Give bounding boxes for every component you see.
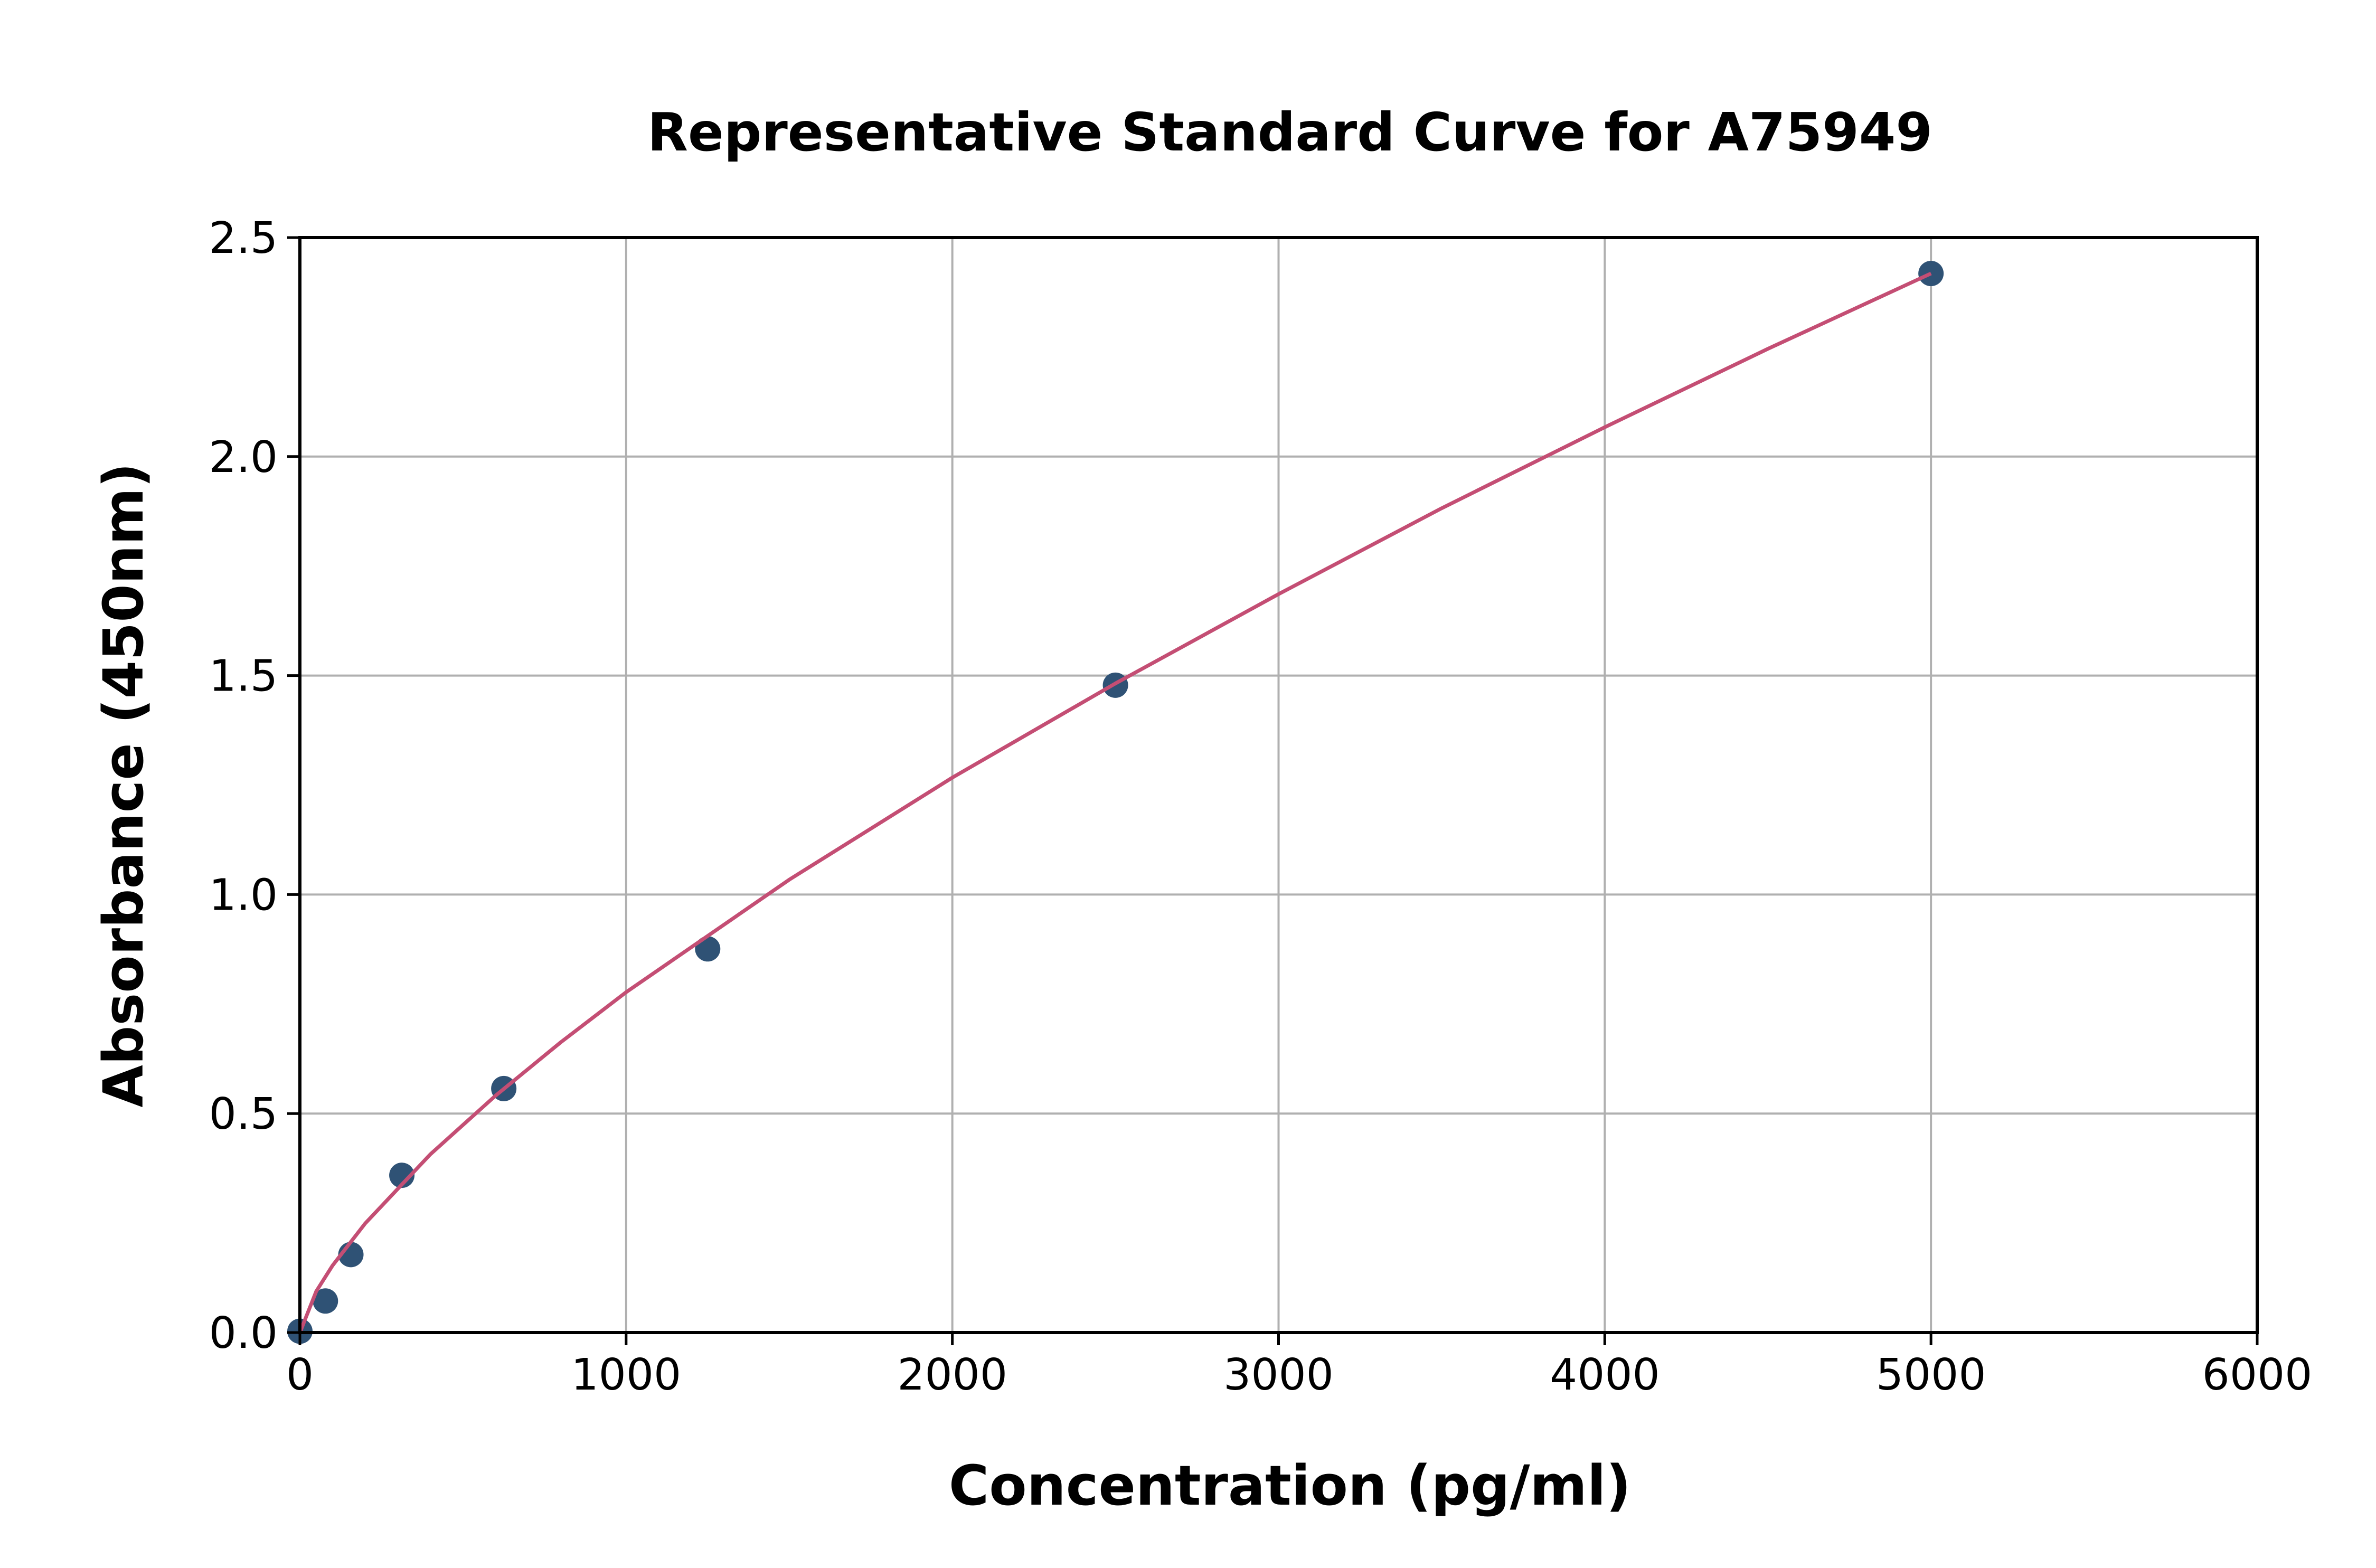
x-tick-label: 3000 bbox=[1223, 1350, 1334, 1400]
y-tick-label: 1.5 bbox=[209, 651, 278, 702]
x-tick-label: 4000 bbox=[1550, 1350, 1660, 1400]
x-tick-label: 2000 bbox=[897, 1350, 1007, 1400]
chart-title: Representative Standard Curve for A75949 bbox=[647, 101, 1932, 163]
data-point bbox=[389, 1163, 415, 1188]
x-axis-label: Concentration (pg/ml) bbox=[949, 1453, 1631, 1518]
y-tick-label: 0.0 bbox=[209, 1308, 278, 1358]
data-point bbox=[313, 1288, 338, 1314]
grid bbox=[299, 237, 2258, 1334]
y-axis-label: Absorbance (450nm) bbox=[91, 462, 156, 1107]
x-tick-label: 6000 bbox=[2202, 1350, 2313, 1400]
y-tick-label: 2.5 bbox=[209, 213, 278, 263]
y-axis-ticks: 0.0 0.5 1.0 1.5 2.0 2.5 bbox=[209, 213, 300, 1358]
x-tick-label: 1000 bbox=[571, 1350, 681, 1400]
x-tick-label: 5000 bbox=[1876, 1350, 1986, 1400]
data-points bbox=[287, 261, 1944, 1344]
y-tick-label: 2.0 bbox=[209, 432, 278, 483]
fit-curve bbox=[298, 271, 1932, 1334]
x-tick-label: 0 bbox=[286, 1350, 314, 1400]
fit-curve-layer bbox=[298, 271, 1932, 1334]
y-tick-label: 1.0 bbox=[209, 870, 278, 920]
x-axis-ticks: 0 1000 2000 3000 4000 5000 6000 bbox=[286, 1333, 2312, 1400]
y-tick-label: 0.5 bbox=[209, 1089, 278, 1139]
